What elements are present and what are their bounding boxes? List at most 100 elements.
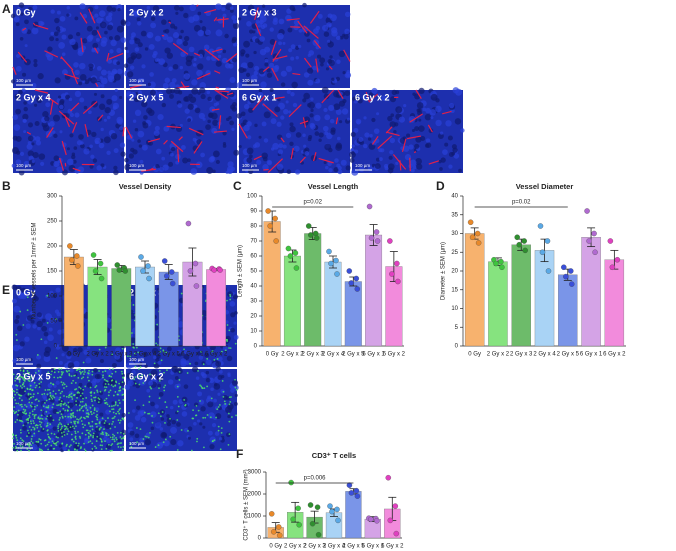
nucleus (126, 49, 130, 53)
tcell (81, 392, 84, 395)
nucleus (331, 77, 335, 81)
nucleus (134, 47, 140, 52)
nucleus (60, 93, 67, 100)
tcell (91, 428, 94, 431)
tcell (226, 299, 228, 302)
data-point (74, 253, 80, 259)
nucleus (249, 97, 255, 104)
vessel (168, 21, 172, 24)
nucleus (55, 37, 59, 42)
tcell (133, 352, 136, 355)
nucleus (324, 143, 332, 151)
nucleus (111, 95, 118, 102)
tcell (17, 409, 20, 412)
tcell (84, 385, 87, 388)
data-point (305, 223, 312, 229)
y-tick-label: 20 (250, 314, 257, 320)
tcell (28, 444, 31, 446)
nucleus (324, 114, 331, 121)
data-point (395, 278, 401, 285)
nucleus (222, 49, 227, 54)
vessel (82, 101, 98, 115)
tcell (112, 433, 114, 436)
nucleus (23, 106, 28, 112)
vessel (88, 8, 96, 24)
tcell (149, 431, 151, 434)
tcell (112, 368, 114, 371)
vessel (407, 135, 422, 140)
tcell (84, 403, 87, 406)
vessel (80, 37, 84, 53)
vessel (238, 123, 248, 139)
data-point (145, 263, 151, 269)
nucleus (218, 437, 223, 441)
vessel (170, 140, 184, 153)
tcell (19, 310, 22, 313)
nucleus (205, 377, 211, 383)
nucleus (91, 48, 96, 53)
vessel (270, 40, 277, 56)
tcell (148, 395, 151, 398)
nucleus (132, 409, 136, 413)
vessel (271, 67, 279, 81)
tcell (162, 349, 165, 352)
nucleus (117, 118, 123, 125)
tcell (148, 401, 151, 403)
vessel (71, 122, 78, 133)
tcell (37, 430, 40, 433)
tcell (46, 443, 49, 446)
nucleus (378, 148, 383, 153)
tcell (38, 438, 41, 440)
tcell (59, 410, 62, 413)
tcell (156, 323, 159, 326)
tcell (68, 393, 71, 396)
tcell (22, 382, 25, 384)
tcell (104, 402, 107, 405)
data-point (309, 520, 316, 527)
tcell (31, 389, 34, 391)
tcell (30, 422, 33, 425)
tcell (67, 396, 70, 399)
vessel (254, 23, 262, 37)
nucleus (170, 438, 177, 446)
tcell (33, 432, 36, 435)
tcell (97, 401, 100, 404)
nucleus (184, 35, 190, 42)
nucleus (376, 112, 380, 116)
vessel (252, 95, 266, 111)
tcell (96, 410, 98, 413)
tcell (68, 369, 70, 372)
tcell (158, 369, 161, 372)
tcell (76, 418, 78, 421)
vessel (188, 127, 204, 136)
tcell (18, 419, 21, 422)
nucleus (106, 115, 111, 120)
nucleus (206, 166, 214, 174)
nucleus (59, 130, 63, 134)
nucleus (339, 120, 343, 124)
nucleus (307, 67, 314, 74)
tcell (147, 436, 150, 439)
tcell (113, 434, 116, 437)
nucleus (58, 360, 63, 365)
nucleus (61, 69, 68, 76)
vessel (147, 138, 160, 143)
data-point (328, 260, 334, 267)
nucleus (334, 158, 339, 163)
tcell (134, 365, 137, 368)
nucleus (26, 143, 33, 150)
tcell (59, 376, 61, 379)
nucleus (56, 166, 63, 174)
nucleus (130, 52, 137, 59)
tcell (63, 434, 66, 436)
tcell (118, 382, 121, 385)
nucleus (107, 24, 113, 31)
nucleus (99, 412, 104, 417)
tcell (147, 412, 149, 415)
nucleus (137, 139, 141, 143)
tcell (23, 410, 26, 413)
tcell (29, 388, 32, 390)
tcell (111, 417, 114, 420)
tcell (27, 392, 30, 395)
nucleus (295, 132, 302, 138)
